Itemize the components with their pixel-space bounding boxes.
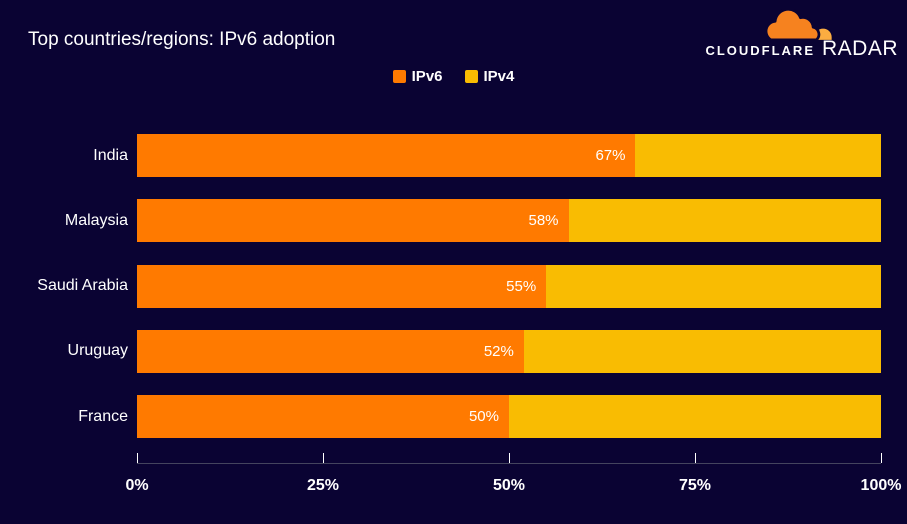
bar-value-label: 50% [468, 408, 499, 426]
bar-segment-ipv6: 58% [137, 199, 569, 243]
page-title: Top countries/regions: IPv6 adoption [28, 29, 336, 50]
legend-item[interactable]: IPv6 [392, 68, 443, 85]
x-tick-mark [136, 453, 138, 463]
bar-row: Saudi Arabia 55% [0, 264, 881, 308]
bar-track: 58% [137, 199, 881, 243]
legend-swatch [392, 70, 406, 83]
category-label: France [78, 407, 128, 425]
x-tick-mark [880, 453, 882, 463]
logo-brand-text: CLOUDFLARE [705, 43, 815, 58]
bar-track: 50% [137, 395, 881, 439]
bar-segment-ipv6: 55% [137, 264, 547, 308]
bar-segment-ipv4 [635, 134, 881, 177]
x-axis: 0% 25% 50% 75% 100% [125, 453, 901, 503]
chart-rows: India 67% Malaysia 58% Saudi Arabia 55% … [0, 134, 881, 439]
cloud-main-part [764, 9, 821, 40]
bar-row: Malaysia 58% [0, 199, 881, 243]
bar-segment-ipv6: 50% [137, 395, 509, 439]
bar-segment-ipv4 [523, 329, 881, 373]
category-label: Uruguay [67, 342, 128, 360]
bar-segment-ipv4 [568, 199, 881, 243]
legend: IPv6 IPv4 [0, 68, 907, 85]
x-tick-label: 50% [492, 477, 526, 494]
bar-row: France 50% [0, 395, 881, 439]
category-label: Malaysia [64, 211, 128, 229]
bar-row: India 67% [0, 134, 881, 177]
bar-track: 55% [137, 264, 881, 308]
bar-segment-ipv4 [546, 264, 881, 308]
x-tick-mark [322, 453, 324, 463]
bar-track: 52% [137, 329, 881, 373]
x-axis-line [137, 463, 881, 464]
cloudflare-radar-logo: CLOUDFLARE RADAR [705, 9, 898, 61]
cloudflare-cloud-icon [764, 9, 832, 40]
legend-swatch [464, 70, 478, 83]
x-tick-mark [694, 453, 696, 463]
bar-value-label: 52% [483, 342, 514, 360]
legend-item[interactable]: IPv4 [464, 68, 515, 85]
legend-label: IPv4 [483, 68, 515, 85]
logo-text: CLOUDFLARE RADAR [705, 37, 898, 61]
bar-value-label: 67% [595, 147, 626, 164]
bar-segment-ipv4 [509, 395, 881, 439]
x-tick-label: 100% [860, 477, 902, 494]
bar-row: Uruguay 52% [0, 329, 881, 373]
x-tick-label: 25% [306, 477, 340, 494]
bar-segment-ipv6: 67% [137, 134, 636, 177]
x-tick-label: 0% [125, 477, 149, 494]
bar-value-label: 55% [506, 277, 537, 295]
category-label: Saudi Arabia [37, 277, 128, 295]
logo-product-text: RADAR [821, 37, 898, 60]
category-label: India [93, 146, 128, 164]
x-tick-label: 75% [678, 477, 712, 494]
bar-segment-ipv6: 52% [137, 329, 524, 373]
bar-track: 67% [137, 134, 881, 177]
legend-label: IPv6 [411, 68, 443, 85]
x-tick-mark [508, 453, 510, 463]
bar-value-label: 58% [528, 212, 559, 230]
